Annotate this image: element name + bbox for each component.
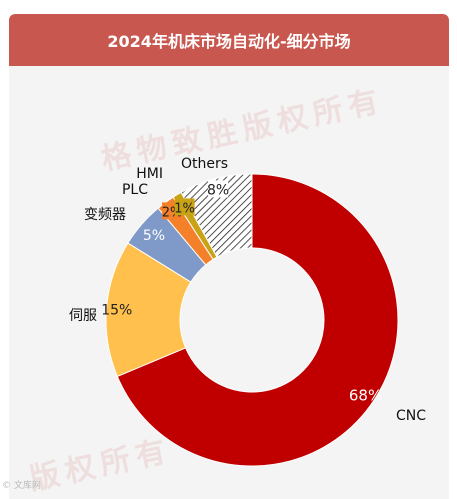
chart-title: 2024年机床市场自动化-细分市场 [9, 14, 449, 66]
donut-slice-6 [180, 173, 253, 258]
value-label-3: 5% [143, 228, 165, 244]
category-label-5: HMI [136, 166, 163, 182]
category-label-1: CNC [396, 408, 426, 424]
value-label-bg-6 [208, 180, 229, 198]
category-label-2: 伺服 [69, 308, 97, 324]
value-label-2: 15% [101, 302, 132, 318]
category-label-6: Others [181, 156, 228, 172]
value-label-1: 68% [349, 387, 382, 405]
donut-slice-1 [116, 173, 399, 467]
category-label-4: PLC [122, 182, 148, 198]
value-label-5: 1% [174, 201, 195, 216]
category-label-3: 变频器 [84, 207, 126, 223]
corner-watermark: © 文库网 [2, 481, 41, 491]
value-label-bg-5 [174, 198, 195, 216]
value-label-6: 8% [207, 182, 229, 198]
